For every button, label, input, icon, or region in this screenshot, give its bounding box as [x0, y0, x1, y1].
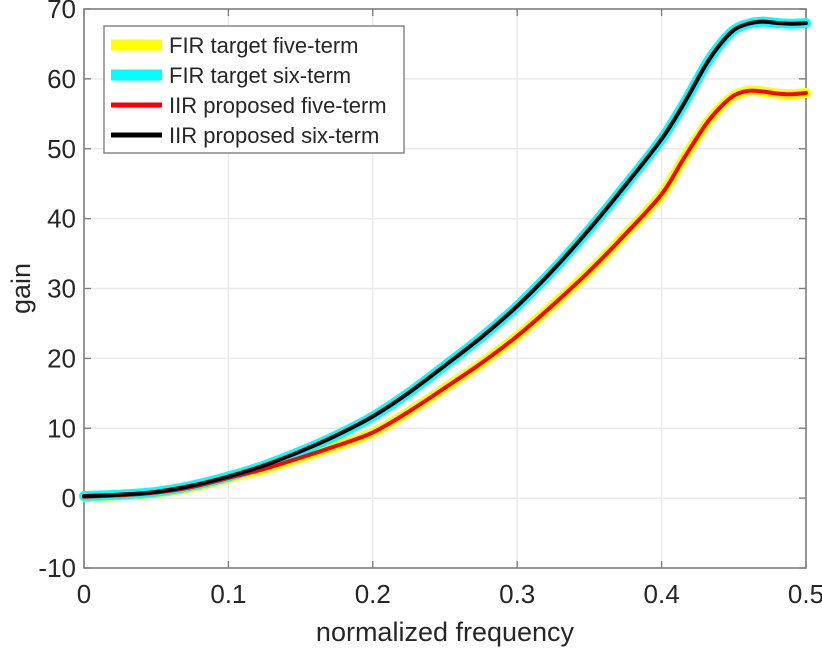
y-tick-label: 50 [47, 134, 76, 164]
x-tick-label: 0.5 [788, 579, 822, 609]
x-tick-label: 0 [77, 579, 91, 609]
x-axis-label: normalized frequency [316, 617, 575, 647]
x-tick-label: 0.1 [210, 579, 246, 609]
series-line-4 [82, 19, 808, 498]
x-tick-label: 0.4 [644, 579, 680, 609]
y-tick-label: -10 [38, 553, 76, 583]
y-axis-label: gain [6, 263, 36, 314]
x-tick-label: 0.2 [355, 579, 391, 609]
y-tick-label: 20 [47, 343, 76, 373]
legend-label-2: FIR target six-term [169, 63, 351, 88]
legend-label-1: FIR target five-term [169, 33, 358, 58]
y-tick-label: 60 [47, 64, 76, 94]
y-tick-label: 70 [47, 0, 76, 24]
y-tick-label: 0 [62, 483, 76, 513]
legend-label-4: IIR proposed six-term [169, 123, 379, 148]
legend-label-3: IIR proposed five-term [169, 93, 387, 118]
x-tick-label: 0.3 [499, 579, 535, 609]
y-tick-label: 30 [47, 274, 76, 304]
y-tick-label: 10 [47, 413, 76, 443]
y-tick-label: 40 [47, 204, 76, 234]
